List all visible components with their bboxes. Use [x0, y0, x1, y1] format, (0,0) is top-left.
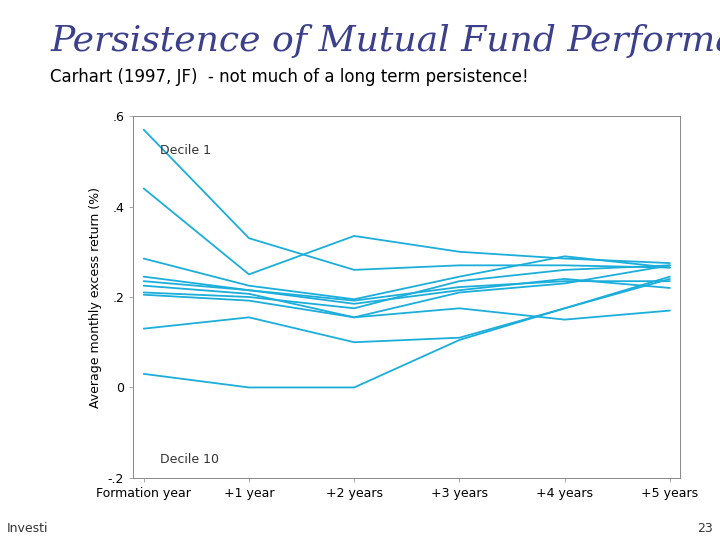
- Text: Decile 10: Decile 10: [160, 453, 218, 466]
- Text: 23: 23: [697, 522, 713, 535]
- Text: Persistence of Mutual Fund Performance: Persistence of Mutual Fund Performance: [50, 24, 720, 58]
- Text: Investi: Investi: [7, 522, 49, 535]
- Text: Carhart (1997, JF)  - not much of a long term persistence!: Carhart (1997, JF) - not much of a long …: [50, 68, 529, 85]
- Text: Decile 1: Decile 1: [160, 144, 210, 157]
- Y-axis label: Average monthly excess return (%): Average monthly excess return (%): [89, 186, 102, 408]
